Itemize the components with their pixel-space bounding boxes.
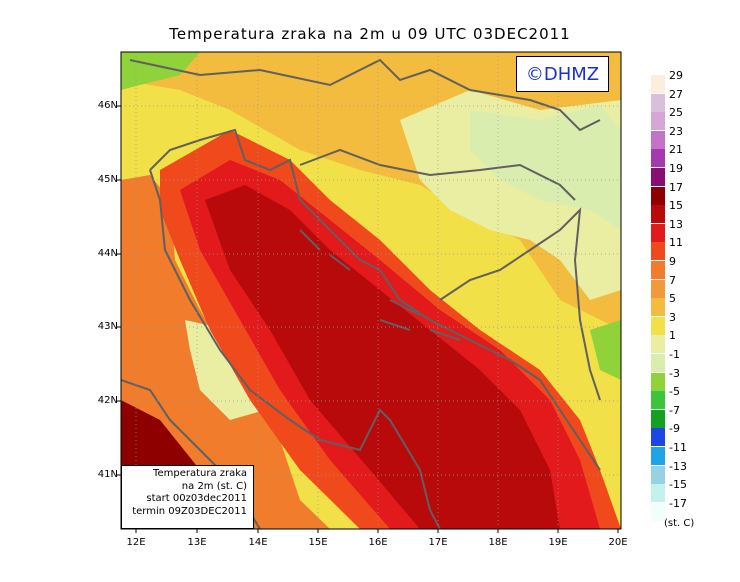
legend-swatch — [651, 298, 665, 317]
legend-swatch — [651, 409, 665, 428]
legend-swatch — [651, 391, 665, 410]
legend-swatch — [651, 149, 665, 168]
legend-label: 1 — [669, 329, 676, 343]
adriatic-warmest-band — [205, 185, 560, 529]
legend-swatch — [651, 372, 665, 391]
dhmz-logo: ©DHMZ — [516, 56, 609, 92]
legend-swatch — [651, 75, 665, 93]
legend-swatch — [651, 223, 665, 242]
axis-ticks — [117, 105, 619, 533]
lon-label: 13E — [187, 537, 207, 548]
legend-swatch — [651, 242, 665, 261]
legend-swatch — [651, 168, 665, 186]
legend-label: -1 — [669, 348, 680, 361]
legend-label: 15 — [669, 199, 683, 213]
lon-label: 16E — [368, 537, 388, 548]
legend-swatch — [651, 186, 665, 205]
info-line: termin 09Z03DEC2011 — [132, 505, 247, 517]
lon-label: 17E — [428, 537, 448, 548]
legend-label: 7 — [669, 273, 676, 287]
legend-swatch — [651, 205, 665, 224]
legend-label: 11 — [669, 236, 683, 250]
legend-label: 17 — [669, 180, 683, 194]
lat-label: 42N — [97, 395, 118, 406]
legend-swatch — [651, 112, 665, 131]
southeast-cold-patch — [590, 320, 621, 380]
apennine-cool-zone — [185, 320, 265, 420]
legend-label: -11 — [669, 441, 687, 454]
legend-label: 19 — [669, 162, 683, 175]
legend-swatch — [651, 502, 665, 521]
map-grid — [121, 52, 621, 529]
info-line: Temperatura zraka — [153, 468, 247, 479]
legend-swatch — [651, 354, 665, 372]
legend-swatch — [651, 279, 665, 298]
lat-label: 43N — [97, 321, 118, 332]
legend-label: 21 — [669, 143, 683, 157]
legend-swatch — [651, 465, 665, 484]
legend-label: 29 — [669, 69, 683, 82]
lon-label: 12E — [126, 537, 146, 548]
legend-label: 5 — [669, 292, 676, 306]
legend-label: -3 — [669, 366, 680, 380]
legend-label: -15 — [669, 478, 687, 492]
info-line: start 00z03dec2011 — [146, 493, 247, 504]
legend-swatch — [651, 93, 665, 112]
legend-swatch — [651, 484, 665, 503]
lat-label: 44N — [97, 248, 118, 259]
legend-swatch — [651, 428, 665, 447]
lat-label: 45N — [97, 174, 118, 185]
legend-label: -13 — [669, 459, 687, 473]
legend-swatch — [651, 130, 665, 149]
bosnia-border — [439, 207, 601, 401]
croatian-coastline — [149, 128, 601, 471]
lon-label: 19E — [548, 537, 568, 548]
legend-units: (st. C) — [664, 518, 695, 529]
legend-swatch — [651, 261, 665, 279]
legend-swatch — [651, 316, 665, 335]
info-box: Temperatura zraka na 2m (st. C) start 00… — [121, 465, 254, 529]
lon-label: 15E — [308, 537, 328, 548]
italian-coastline — [149, 169, 441, 529]
lon-label: 14E — [248, 537, 268, 548]
legend-swatch — [651, 447, 665, 465]
map-frame — [120, 51, 622, 530]
pannonian-cooler-zone — [470, 105, 621, 230]
legend-label: 27 — [669, 87, 683, 101]
legend-label: -9 — [669, 422, 680, 436]
legend-label: -5 — [669, 385, 680, 399]
adriatic-islands — [299, 229, 461, 341]
legend-label: 23 — [669, 124, 683, 138]
legend-label: 3 — [669, 310, 676, 324]
legend-label: -17 — [669, 496, 687, 510]
legend-label: -7 — [669, 403, 680, 417]
legend-swatch — [651, 335, 665, 354]
lat-label: 41N — [97, 469, 118, 480]
chart-title: Temperatura zraka na 2m u 09 UTC 03DEC20… — [169, 25, 571, 43]
sava-border — [299, 148, 576, 201]
info-line: na 2m (st. C) — [181, 480, 247, 492]
legend-label: 25 — [669, 106, 683, 120]
legend-label: 9 — [669, 255, 676, 268]
northern-border — [129, 58, 601, 132]
lat-label: 46N — [97, 100, 118, 111]
legend-label: 13 — [669, 217, 683, 231]
lon-label: 20E — [608, 537, 628, 548]
lon-label: 18E — [488, 537, 508, 548]
